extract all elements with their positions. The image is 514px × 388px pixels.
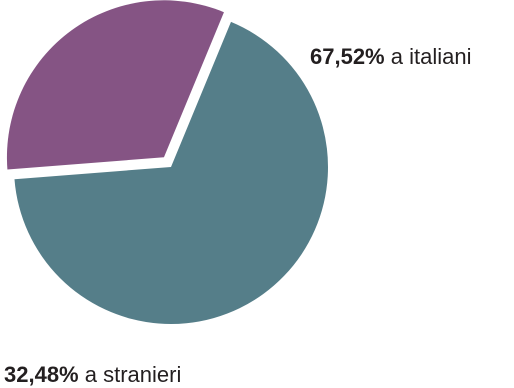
pie-label-italiani: 67,52% a italiani [310, 44, 471, 70]
pie-slice-italiani [14, 21, 329, 324]
pie-label-name: a italiani [390, 44, 472, 69]
pie-label-value: 67,52% [310, 44, 385, 69]
pie-label-value: 32,48% [4, 362, 79, 387]
pie-label-name: a stranieri [84, 362, 182, 387]
pie-label-stranieri: 32,48% a stranieri [4, 362, 181, 388]
pie-slice-stranieri [6, 0, 224, 170]
